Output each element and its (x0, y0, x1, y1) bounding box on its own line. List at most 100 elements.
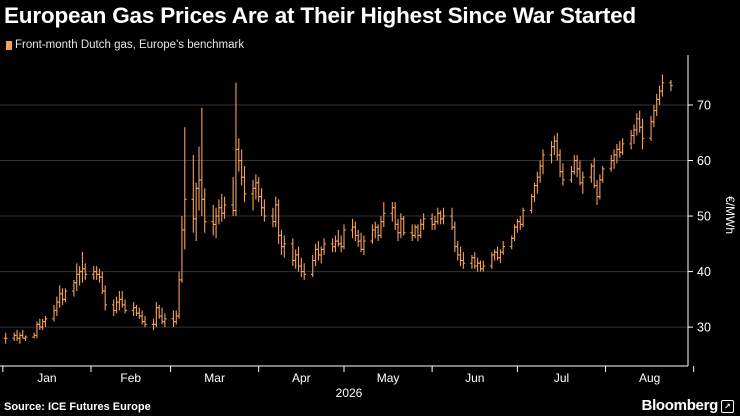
ohlc-bar (353, 221, 358, 242)
x-tick-label: Mar (204, 371, 225, 385)
source-note: Source: ICE Futures Europe (4, 401, 151, 413)
ohlc-bar (509, 235, 514, 250)
ohlc-bar (657, 85, 662, 105)
ohlc-bar (356, 229, 361, 247)
ohlc-bar (538, 160, 542, 183)
ohlc-bar (242, 166, 247, 203)
ohlc-bar (316, 241, 321, 261)
ohlc-bar (111, 299, 116, 317)
ohlc-bar (279, 229, 284, 255)
legend-swatch (6, 40, 12, 50)
ohlc-bar (282, 235, 287, 258)
y-tick-label: 40 (697, 265, 711, 279)
ohlc-bar (63, 288, 68, 303)
ohlc-bar (418, 218, 423, 239)
ohlc-bar (80, 252, 85, 283)
ohlc-bar (450, 207, 454, 230)
ohlc-bar (100, 271, 105, 294)
ohlc-bar (572, 154, 577, 175)
ohlc-bar (211, 204, 216, 236)
ohlc-bar (52, 304, 56, 322)
ohlc-bar (163, 313, 167, 328)
ohlc-bar (291, 238, 295, 267)
ohlc-bar (117, 291, 122, 311)
ohlc-bar (612, 149, 616, 169)
ohlc-bar (649, 116, 653, 142)
ohlc-bar (592, 157, 596, 189)
ohlc-bar (600, 166, 605, 183)
ohlc-bar (441, 207, 446, 225)
ohlc-bar (635, 113, 639, 136)
ohlc-bar (273, 196, 278, 228)
legend: Front-month Dutch gas, Europe's benchmar… (6, 38, 244, 52)
ohlc-bar (333, 235, 338, 253)
ohlc-bar (143, 316, 147, 328)
ohlc-bar (77, 266, 82, 286)
ohlc-bar (640, 118, 645, 150)
brand-arrow-icon: ↗ (721, 400, 734, 413)
ohlc-bar (219, 193, 224, 222)
ohlc-bar (174, 310, 179, 325)
x-tick-label: Feb (120, 371, 141, 385)
ohlc-bar (23, 335, 28, 342)
ohlc-bar (74, 263, 79, 292)
x-tick-label: Aug (639, 371, 660, 385)
ohlc-bar (376, 224, 380, 242)
ohlc-bar (620, 138, 625, 155)
ohlc-bar (299, 257, 304, 278)
ohlc-bar (629, 129, 633, 150)
x-tick-label: Jun (465, 371, 484, 385)
ohlc-bar (60, 288, 65, 305)
ohlc-bar (171, 310, 176, 328)
ohlc-bar (609, 154, 614, 172)
brand-logo: Bloomberg (641, 397, 719, 414)
ohlc-bar (38, 318, 42, 330)
ohlc-bar (15, 329, 19, 342)
ohlc-bar (501, 241, 506, 255)
year-label: 2026 (336, 386, 363, 400)
ohlc-bar (495, 246, 500, 261)
ohlc-bar (558, 149, 562, 178)
ohlc-bar (438, 210, 443, 225)
ohlc-bar (390, 202, 395, 222)
ohlc-bar (302, 263, 306, 280)
ohlc-bar (373, 221, 378, 239)
ohlc-bar (515, 218, 520, 233)
ohlc-bar (103, 285, 107, 311)
x-tick-label: May (377, 371, 400, 385)
ohlc-bar (214, 207, 218, 239)
ohlc-bar (342, 224, 346, 250)
ohlc-bar (362, 235, 366, 255)
ohlc-bar (350, 218, 355, 239)
ohlc-bar (481, 260, 486, 272)
ohlc-bar (154, 302, 159, 328)
ohlc-bar (313, 243, 318, 267)
ohlc-bar (561, 163, 565, 186)
ohlc-bar (475, 257, 480, 272)
ohlc-bar (237, 138, 241, 172)
ohlc-bar (637, 110, 642, 133)
ohlc-bar (123, 299, 127, 314)
ohlc-bar (251, 179, 255, 211)
ohlc-bar (259, 188, 264, 217)
ohlc-bar (410, 224, 415, 242)
ohlc-bar (478, 260, 483, 272)
ohlc-bar (114, 296, 119, 314)
ohlc-bar (581, 171, 585, 194)
ohlc-bar (137, 307, 142, 319)
ohlc-bar (421, 213, 426, 230)
ohlc-bar (322, 238, 326, 255)
ohlc-bar (134, 304, 139, 317)
ohlc-bar (396, 218, 400, 242)
ohlc-bar (569, 166, 574, 183)
ohlc-bar (262, 199, 267, 222)
ohlc-bar (617, 141, 622, 158)
ohlc-bar (55, 296, 59, 317)
ohlc-bar (455, 241, 460, 261)
ohlc-bar (20, 329, 25, 339)
ohlc-bar (498, 249, 503, 264)
ohlc-bar (182, 127, 187, 250)
ohlc-bar (131, 302, 136, 317)
ohlc-bar (669, 79, 673, 92)
ohlc-bar (191, 154, 196, 233)
